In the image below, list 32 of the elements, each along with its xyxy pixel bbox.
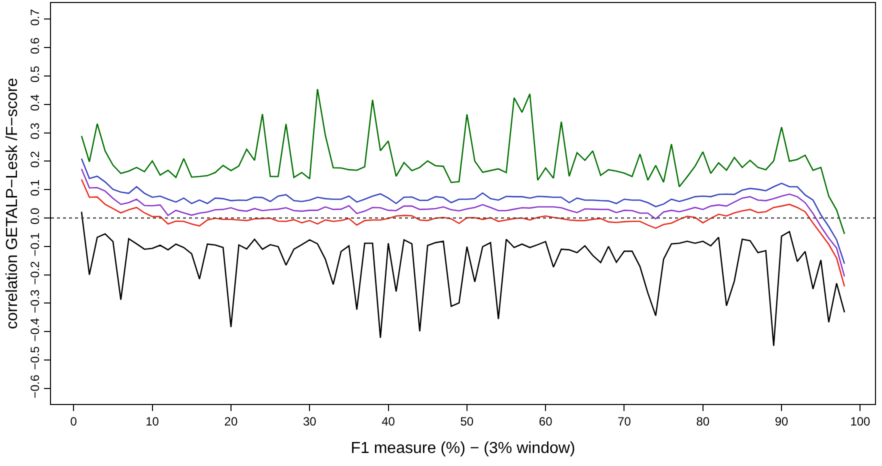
x-tick-label: 70 xyxy=(618,414,632,428)
x-tick-label: 0 xyxy=(70,414,78,428)
x-tick-label: 100 xyxy=(850,414,871,428)
y-tick-label: −0.6 xyxy=(28,374,42,398)
y-tick-label: 0.1 xyxy=(28,179,42,196)
x-tick-label: 90 xyxy=(774,414,789,428)
x-tick-label: 30 xyxy=(302,414,317,428)
x-tick-label: 50 xyxy=(460,414,474,428)
x-tick-label: 40 xyxy=(382,414,396,428)
y-tick-label: 0.4 xyxy=(28,94,42,111)
y-axis-title: correlation GETALP−Lesk /F−score xyxy=(4,78,22,330)
x-tick-label: 60 xyxy=(538,414,553,428)
y-tick-label: −0.2 xyxy=(28,260,42,285)
y-tick-label: −0.3 xyxy=(28,289,42,314)
x-tick-label: 80 xyxy=(696,414,710,428)
x-tick-label: 10 xyxy=(146,414,160,428)
y-tick-label: 0.7 xyxy=(28,8,42,26)
y-tick-label: 0.6 xyxy=(28,37,42,54)
y-tick-label: −0.5 xyxy=(28,346,42,370)
line-series xyxy=(80,178,846,288)
y-tick-label: 0.5 xyxy=(28,66,42,83)
y-tick-label: 0.0 xyxy=(28,208,42,225)
line-series xyxy=(80,168,846,278)
y-tick-label: −0.4 xyxy=(28,318,42,342)
line-series xyxy=(80,211,846,346)
line-series xyxy=(80,88,846,235)
x-tick-label: 20 xyxy=(224,414,238,428)
line-series xyxy=(80,158,846,264)
y-tick-label: 0.3 xyxy=(28,122,42,140)
y-tick-label: 0.2 xyxy=(28,150,42,168)
x-axis-title: F1 measure (%) − (3% window) xyxy=(350,440,576,458)
y-tick-label: −0.1 xyxy=(28,232,42,256)
